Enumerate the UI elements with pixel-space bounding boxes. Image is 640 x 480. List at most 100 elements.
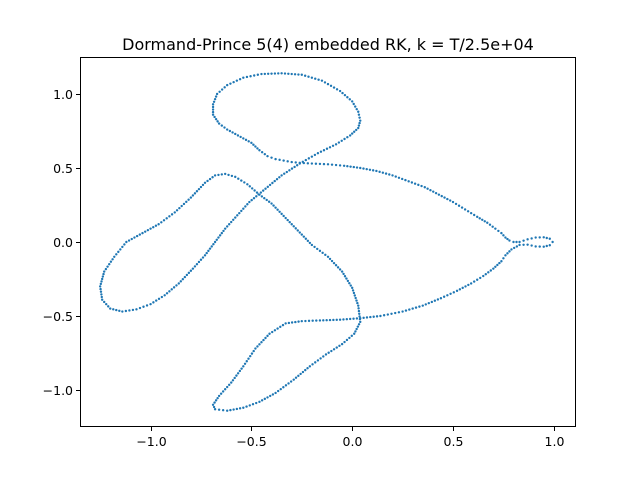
scatter-point	[454, 202, 458, 206]
scatter-point	[260, 72, 263, 76]
scatter-point	[228, 383, 231, 387]
x-tick-label: 0.5	[444, 434, 464, 449]
scatter-point	[330, 163, 334, 166]
scatter-point	[219, 392, 223, 395]
scatter-point	[248, 404, 251, 407]
scatter-point	[246, 183, 249, 186]
scatter-point	[264, 187, 267, 190]
scatter-point	[355, 317, 359, 320]
scatter-point	[220, 231, 224, 235]
scatter-point	[508, 250, 511, 253]
scatter-point	[357, 124, 361, 127]
scatter-point	[217, 173, 220, 177]
scatter-point	[266, 72, 270, 75]
scatter-point	[128, 309, 131, 312]
scatter-point	[469, 282, 473, 285]
scatter-point	[354, 296, 357, 300]
scatter-point	[163, 294, 166, 297]
scatter-point	[189, 269, 193, 272]
scatter-point	[229, 82, 232, 85]
scatter-point	[162, 219, 166, 222]
scatter-point	[191, 194, 195, 197]
scatter-point	[318, 319, 322, 322]
scatter-point	[183, 275, 187, 279]
scatter-point	[411, 307, 414, 310]
scatter-point	[195, 190, 199, 193]
scatter-point	[534, 236, 537, 239]
scatter-point	[234, 175, 237, 179]
scatter-point	[354, 105, 357, 108]
scatter-point	[410, 181, 414, 184]
scatter-point	[538, 245, 541, 248]
scatter-point	[252, 349, 255, 353]
scatter-point	[100, 280, 103, 283]
scatter-point	[522, 239, 525, 242]
scatter-point	[420, 184, 423, 188]
scatter-point	[213, 408, 217, 411]
scatter-point	[288, 169, 291, 172]
scatter-point	[287, 72, 290, 75]
scatter-point	[213, 97, 217, 101]
scatter-point	[494, 227, 497, 230]
scatter-point	[130, 237, 133, 241]
scatter-point	[357, 304, 360, 307]
scatter-point	[282, 386, 285, 389]
scatter-point	[235, 374, 238, 377]
scatter-point	[466, 210, 470, 213]
scatter-point	[273, 179, 276, 183]
scatter-point	[510, 248, 513, 251]
scatter-point	[310, 162, 314, 165]
scatter-point	[99, 287, 102, 291]
scatter-point	[502, 234, 505, 237]
scatter-point	[242, 207, 245, 210]
scatter-point	[319, 150, 323, 153]
scatter-point	[404, 178, 407, 182]
scatter-point	[341, 91, 344, 95]
scatter-point	[245, 360, 248, 363]
scatter-point	[439, 297, 443, 300]
scatter-point	[467, 283, 470, 287]
scatter-point	[397, 176, 401, 179]
scatter-point	[243, 362, 247, 365]
scatter-point	[141, 231, 144, 235]
scatter-point	[303, 74, 307, 77]
scatter-point	[223, 388, 227, 391]
x-tick-label: 0.0	[343, 434, 363, 449]
scatter-point	[342, 272, 345, 276]
scatter-point	[271, 393, 275, 396]
scatter-point	[269, 394, 272, 398]
scatter-point	[258, 193, 261, 196]
scatter-point	[197, 260, 201, 264]
x-tick-label: 1.0	[545, 434, 565, 449]
scatter-point	[310, 76, 314, 79]
scatter-point	[232, 80, 235, 84]
scatter-point	[301, 370, 305, 374]
scatter-point	[165, 292, 169, 295]
scatter-point	[294, 161, 297, 164]
scatter-point	[355, 327, 358, 331]
scatter-point	[273, 329, 277, 332]
scatter-point	[187, 198, 190, 201]
scatter-point	[283, 172, 286, 175]
scatter-point	[191, 267, 195, 270]
scatter-point	[268, 183, 272, 187]
scatter-point	[218, 90, 221, 93]
scatter-point	[348, 134, 352, 137]
scatter-point	[522, 243, 525, 247]
scatter-point	[375, 315, 379, 318]
scatter-point	[270, 72, 273, 75]
scatter-point	[391, 174, 394, 177]
scatter-point	[437, 193, 441, 196]
scatter-point	[220, 173, 224, 176]
scatter-point	[276, 389, 280, 393]
scatter-point	[314, 361, 317, 364]
scatter-point	[358, 312, 361, 315]
scatter-point	[211, 113, 215, 116]
scatter-point	[256, 147, 259, 150]
scatter-point	[357, 309, 361, 313]
scatter-point	[506, 237, 509, 241]
scatter-point	[295, 164, 299, 167]
scatter-point	[359, 317, 362, 320]
scatter-point	[248, 200, 251, 204]
scatter-point	[213, 401, 216, 404]
